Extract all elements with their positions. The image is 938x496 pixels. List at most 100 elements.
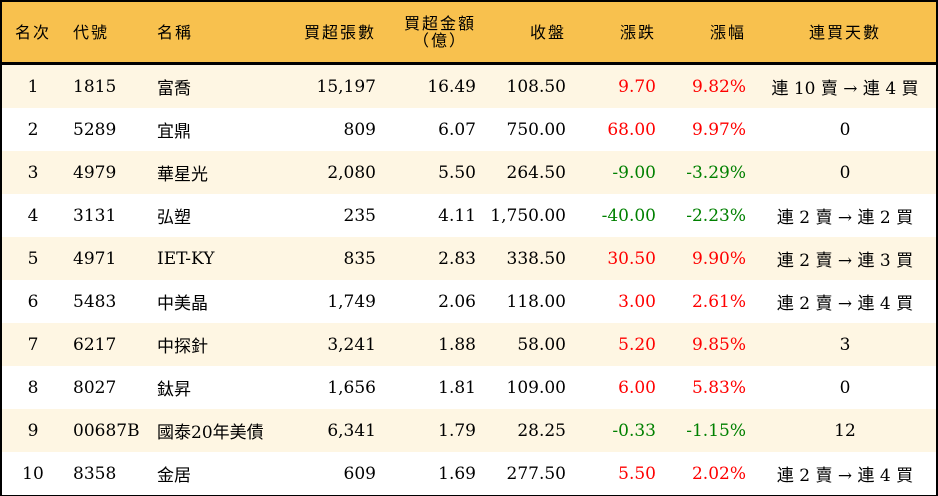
cell-close: 338.50	[506, 248, 566, 269]
header-amount: 買超金額 （億）	[380, 2, 476, 62]
cell-pct: -2.23%	[686, 205, 746, 226]
cell-days: 連 2 賣 → 連 3 買	[776, 251, 914, 271]
cell-change: -9.00	[612, 162, 656, 183]
cell-days: 連 2 賣 → 連 4 買	[776, 466, 914, 486]
cell-lots: 6,341	[327, 420, 376, 441]
cell-name: 國泰20年美債	[157, 423, 264, 443]
cell-pct: 2.61%	[691, 291, 746, 312]
cell-change: 5.50	[618, 463, 656, 484]
cell-days: 0	[839, 119, 851, 140]
cell-change: 5.20	[618, 334, 656, 355]
cell-rank: 9	[27, 420, 39, 441]
cell-change: 6.00	[618, 377, 656, 398]
cell-rank: 5	[27, 248, 39, 269]
cell-amount: 6.07	[438, 119, 476, 140]
cell-pct: 2.02%	[691, 463, 746, 484]
cell-lots: 235	[343, 205, 376, 226]
cell-code: 00687B	[73, 420, 140, 441]
table-row: 3 4979 華星光 2,080 5.50 264.50 -9.00 -3.29% 0	[2, 151, 936, 194]
cell-pct: 5.83%	[691, 377, 746, 398]
cell-code: 5289	[73, 119, 117, 140]
cell-lots: 809	[343, 119, 376, 140]
table-row: 7 6217 中探針 3,241 1.88 58.00 5.20 9.85% 3	[2, 323, 936, 366]
cell-lots: 1,749	[327, 291, 376, 312]
cell-lots: 3,241	[327, 334, 376, 355]
cell-close: 28.25	[517, 420, 566, 441]
cell-change: 68.00	[607, 119, 656, 140]
header-rank: 名次	[14, 22, 51, 42]
cell-close: 750.00	[506, 119, 566, 140]
cell-code: 6217	[73, 334, 117, 355]
header-days: 連買天數	[808, 22, 881, 42]
cell-rank: 2	[27, 119, 39, 140]
cell-days: 12	[834, 420, 856, 441]
header-name: 名稱	[157, 22, 194, 42]
cell-name: 中探針	[157, 337, 208, 357]
cell-amount: 1.69	[438, 463, 476, 484]
cell-pct: 9.85%	[691, 334, 746, 355]
cell-pct: 9.97%	[691, 119, 746, 140]
cell-lots: 1,656	[327, 377, 376, 398]
table-row: 10 8358 金居 609 1.69 277.50 5.50 2.02% 連 2 賣 → 連 …	[2, 452, 936, 495]
cell-change: 9.70	[618, 76, 656, 97]
cell-rank: 8	[27, 377, 39, 398]
cell-name: 宜鼎	[157, 122, 191, 142]
cell-days: 連 2 賣 → 連 2 買	[776, 208, 914, 228]
cell-close: 1,750.00	[490, 205, 566, 226]
cell-code: 8027	[73, 377, 117, 398]
cell-name: 華星光	[157, 165, 208, 185]
table-header: 名次 代號 名稱 買超張數 買超金額 （億） 收盤 漲跌 漲幅 連買天數	[2, 2, 936, 65]
cell-close: 58.00	[517, 334, 566, 355]
cell-close: 264.50	[506, 162, 566, 183]
cell-amount: 1.81	[438, 377, 476, 398]
table-row: 8 8027 鈦昇 1,656 1.81 109.00 6.00 5.83% 0	[2, 366, 936, 409]
table-row: 2 5289 宜鼎 809 6.07 750.00 68.00 9.97% 0	[2, 108, 936, 151]
cell-rank: 7	[27, 334, 39, 355]
cell-pct: 9.90%	[691, 248, 746, 269]
cell-lots: 835	[343, 248, 376, 269]
cell-code: 8358	[73, 463, 117, 484]
header-pct: 漲幅	[709, 22, 746, 42]
cell-close: 277.50	[506, 463, 566, 484]
cell-pct: -1.15%	[686, 420, 746, 441]
cell-lots: 609	[343, 463, 376, 484]
cell-name: 弘塑	[157, 208, 191, 228]
cell-amount: 2.06	[438, 291, 476, 312]
header-change: 漲跌	[619, 22, 656, 42]
header-close: 收盤	[529, 22, 566, 42]
cell-code: 1815	[73, 76, 117, 97]
cell-rank: 10	[22, 463, 44, 484]
cell-code: 3131	[73, 205, 117, 226]
cell-amount: 1.79	[438, 420, 476, 441]
table-row: 4 3131 弘塑 235 4.11 1,750.00 -40.00 -2.23% 連 2 賣 …	[2, 194, 936, 237]
table-row: 6 5483 中美晶 1,749 2.06 118.00 3.00 2.61% 連 2 賣 → …	[2, 280, 936, 323]
cell-name: 富喬	[157, 79, 191, 99]
cell-code: 4979	[73, 162, 117, 183]
cell-code: 4971	[73, 248, 117, 269]
header-amount-line2: （億）	[412, 31, 467, 50]
cell-code: 5483	[73, 291, 117, 312]
cell-change: 3.00	[618, 291, 656, 312]
cell-days: 3	[839, 334, 851, 355]
cell-lots: 15,197	[316, 76, 376, 97]
cell-amount: 2.83	[438, 248, 476, 269]
cell-days: 0	[839, 162, 851, 183]
cell-pct: 9.82%	[691, 76, 746, 97]
cell-rank: 3	[27, 162, 39, 183]
cell-days: 連 10 賣 → 連 4 買	[771, 79, 919, 99]
cell-pct: -3.29%	[686, 162, 746, 183]
cell-rank: 6	[27, 291, 39, 312]
cell-rank: 1	[27, 76, 39, 97]
cell-amount: 5.50	[438, 162, 476, 183]
cell-name: 金居	[157, 466, 191, 486]
cell-lots: 2,080	[327, 162, 376, 183]
header-lots: 買超張數	[303, 22, 376, 42]
header-amount-line1: 買超金額	[403, 14, 476, 33]
table-row: 1 1815 富喬 15,197 16.49 108.50 9.70 9.82% 連 10 賣 …	[2, 65, 936, 108]
table-row: 5 4971 IET-KY 835 2.83 338.50 30.50 9.90% 連 2 賣 …	[2, 237, 936, 280]
cell-amount: 4.11	[438, 205, 476, 226]
cell-close: 108.50	[506, 76, 566, 97]
cell-close: 118.00	[506, 291, 566, 312]
cell-name: IET-KY	[157, 248, 215, 269]
